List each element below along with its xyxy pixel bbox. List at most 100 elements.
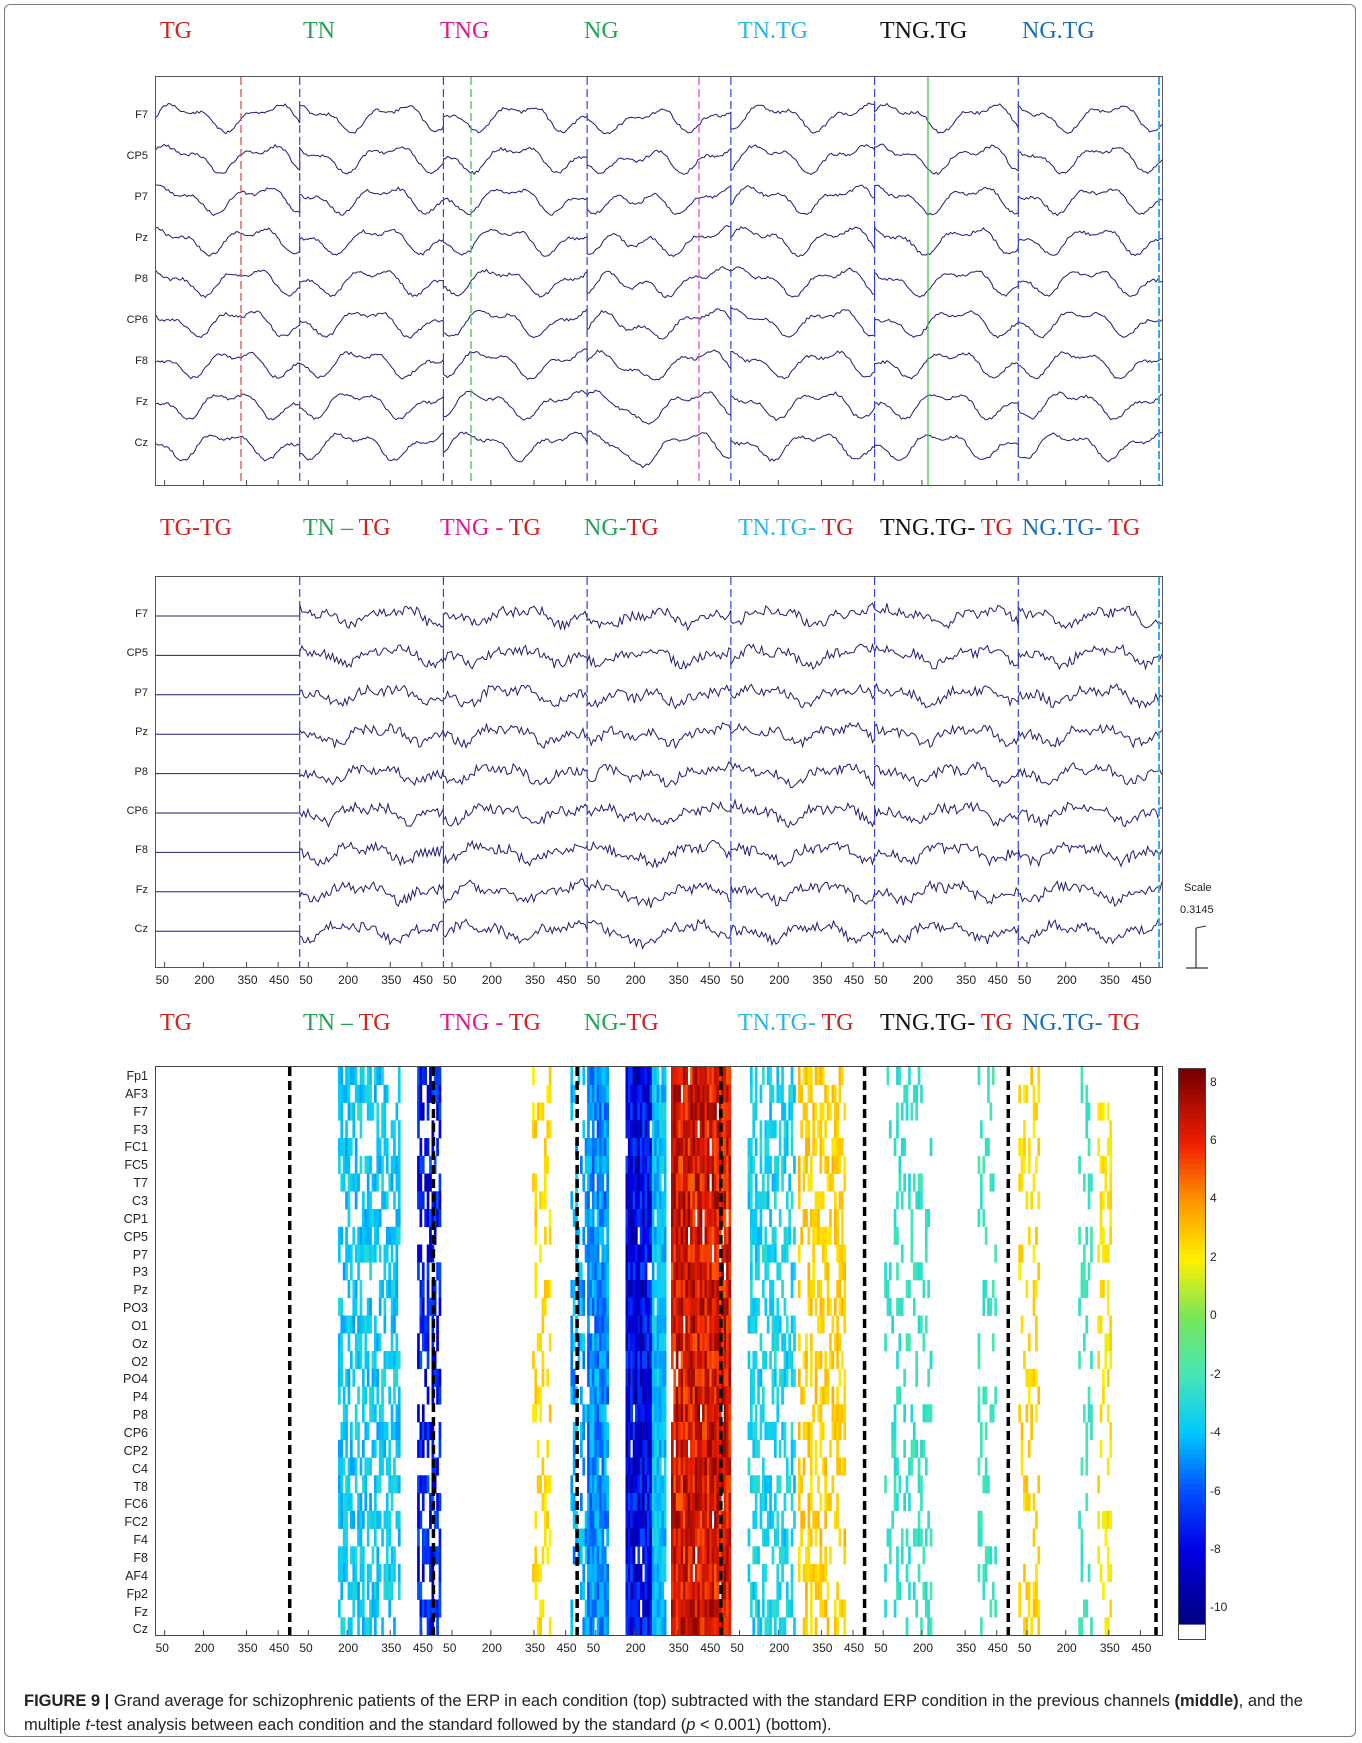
heatmap-cell <box>922 1280 926 1299</box>
heatmap-cell <box>371 1351 375 1370</box>
heatmap-cell <box>635 1138 638 1157</box>
heatmap-cell <box>764 1297 768 1316</box>
heatmap-cell <box>924 1244 928 1263</box>
heatmap-cell <box>424 1333 427 1352</box>
colorbar-band <box>1179 1239 1205 1245</box>
erp-trace <box>155 224 1163 258</box>
heatmap-cell <box>1035 1102 1038 1121</box>
heatmap-cell <box>675 1581 679 1600</box>
heatmap-cell <box>759 1493 763 1512</box>
heatmap-cell <box>599 1439 602 1458</box>
heatmap-cell <box>656 1368 660 1387</box>
channel-label: CP5 <box>126 647 148 660</box>
heatmap-cell <box>649 1315 653 1334</box>
heatmap-cell <box>764 1617 768 1636</box>
heatmap-cell <box>888 1262 892 1281</box>
heatmap-cell <box>627 1439 631 1458</box>
heatmap-cell <box>683 1510 686 1529</box>
heatmap-cell <box>591 1138 595 1157</box>
heatmap-cell <box>342 1546 346 1565</box>
heatmap-cell <box>627 1067 631 1086</box>
heatmap-cell <box>723 1617 727 1636</box>
heatmap-cell <box>723 1493 727 1512</box>
heatmap-cell <box>706 1209 710 1228</box>
heatmap-cell <box>829 1546 832 1565</box>
heatmap-cell <box>920 1617 923 1636</box>
heatmap-cell <box>685 1226 688 1245</box>
heatmap-cell <box>680 1422 684 1441</box>
heatmap-cell <box>1097 1351 1100 1370</box>
condition-label-part: TG <box>1108 1010 1141 1036</box>
heatmap-cell <box>601 1102 605 1121</box>
heatmap-cell <box>352 1173 356 1192</box>
heatmap-cell <box>340 1617 344 1636</box>
heatmap-cell <box>649 1475 653 1494</box>
colorbar-band <box>1179 1164 1205 1170</box>
heatmap-cell <box>366 1510 370 1529</box>
heatmap-cell <box>819 1386 823 1405</box>
heatmap-cell <box>754 1599 758 1618</box>
heatmap-cell <box>683 1138 686 1157</box>
heatmap-cell <box>599 1333 602 1352</box>
heatmap-cell <box>726 1528 729 1547</box>
heatmap-cell <box>587 1280 590 1299</box>
heatmap-cell <box>436 1067 439 1086</box>
heatmap-cell <box>692 1280 696 1299</box>
heatmap-cell <box>364 1333 368 1352</box>
heatmap-cell <box>1083 1599 1086 1618</box>
heatmap-cell <box>544 1510 547 1529</box>
heatmap-cell <box>603 1067 607 1086</box>
heatmap-cell <box>726 1475 729 1494</box>
x-tick-label: 450 <box>556 1641 577 1655</box>
heatmap-cell <box>656 1084 660 1103</box>
heatmap-cell <box>340 1102 344 1121</box>
heatmap-cell <box>625 1493 629 1512</box>
heatmap-cell <box>702 1155 705 1174</box>
channel-label: Fp1 <box>126 1069 148 1083</box>
heatmap-cell <box>364 1386 368 1405</box>
heatmap-cell <box>886 1280 890 1299</box>
heatmap-cell <box>632 1244 636 1263</box>
heatmap-cell <box>591 1599 595 1618</box>
heatmap-cell <box>802 1173 806 1192</box>
heatmap-cell <box>630 1262 633 1281</box>
heatmap-cell <box>723 1155 727 1174</box>
heatmap-cell <box>654 1528 657 1547</box>
heatmap-cell <box>419 1155 423 1174</box>
heatmap-cell <box>750 1599 753 1618</box>
heatmap-cell <box>706 1067 710 1086</box>
heatmap-cell <box>663 1564 667 1583</box>
heatmap-cell <box>699 1493 703 1512</box>
heatmap-cell <box>1030 1191 1033 1210</box>
heatmap-cell <box>785 1528 789 1547</box>
heatmap-cell <box>594 1102 597 1121</box>
heatmap-cell <box>627 1510 631 1529</box>
heatmap-cell <box>644 1067 648 1086</box>
heatmap-cell <box>687 1297 691 1316</box>
heatmap-cell <box>752 1226 756 1245</box>
heatmap-cell <box>393 1226 396 1245</box>
heatmap-cell <box>754 1297 758 1316</box>
heatmap-cell <box>589 1173 593 1192</box>
heatmap-cell <box>685 1368 688 1387</box>
heatmap-cell <box>637 1280 641 1299</box>
heatmap-cell <box>352 1226 356 1245</box>
heatmap-cell <box>1109 1351 1112 1370</box>
heatmap-cell <box>783 1155 787 1174</box>
heatmap-cell <box>920 1262 923 1281</box>
heatmap-cell <box>762 1564 765 1583</box>
heatmap-cell <box>637 1599 641 1618</box>
heatmap-cell <box>659 1155 662 1174</box>
condition-label: NG <box>584 18 619 44</box>
heatmap-cell <box>754 1226 758 1245</box>
heatmap-cell <box>544 1191 547 1210</box>
heatmap-cell <box>419 1084 423 1103</box>
heatmap-cell <box>599 1173 602 1192</box>
erp-trace <box>155 143 1163 176</box>
heatmap-cell <box>692 1067 696 1086</box>
heatmap-cell <box>704 1209 708 1228</box>
heatmap-cell <box>910 1457 914 1476</box>
heatmap-cell <box>769 1351 772 1370</box>
heatmap-cell <box>687 1564 691 1583</box>
heatmap-cell <box>345 1120 348 1139</box>
